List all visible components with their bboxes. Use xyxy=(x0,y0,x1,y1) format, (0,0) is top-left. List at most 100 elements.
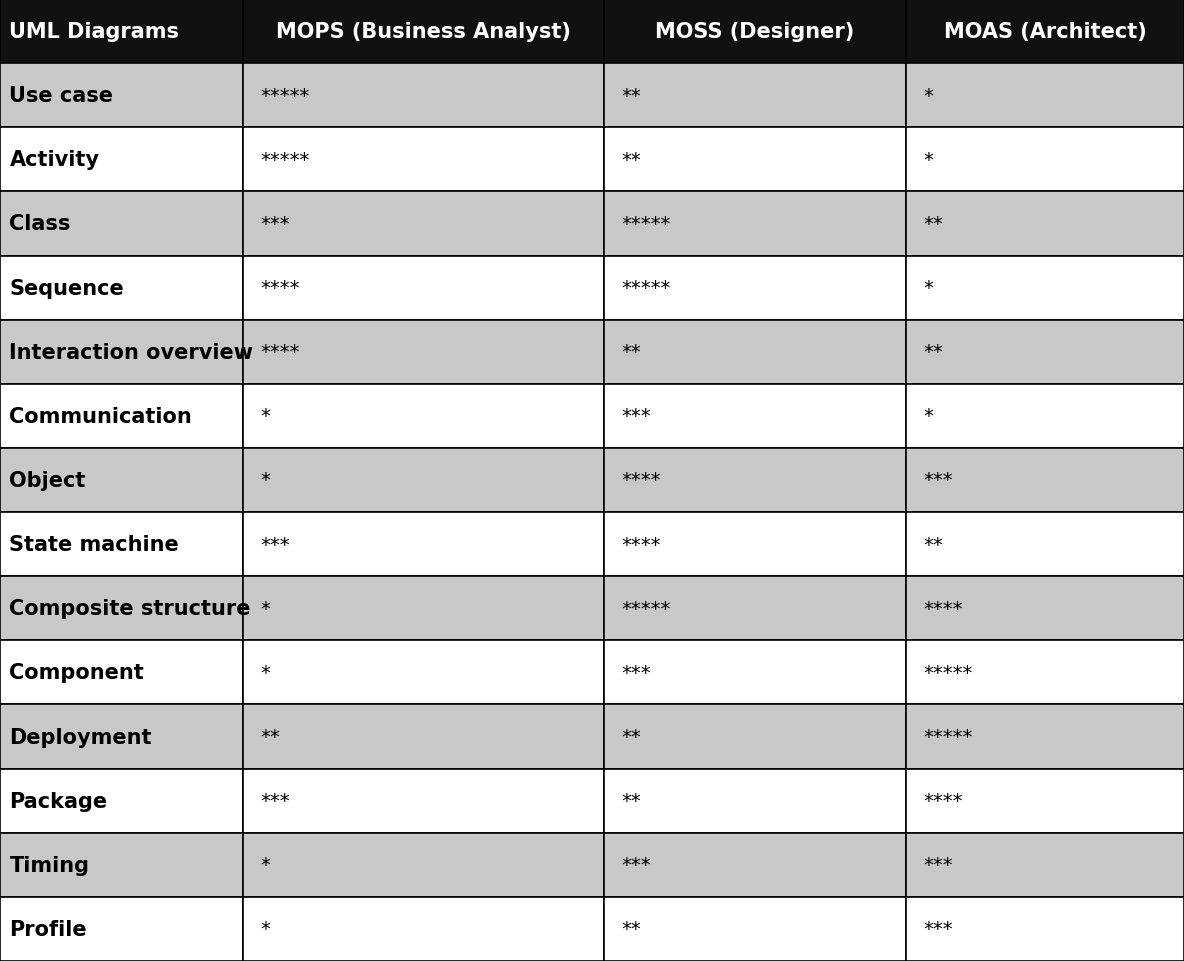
Text: *: * xyxy=(260,855,270,875)
Bar xyxy=(906,641,1184,704)
Bar xyxy=(243,0,604,64)
Text: *: * xyxy=(260,599,270,618)
Text: *****: ***** xyxy=(622,599,671,618)
Text: **: ** xyxy=(622,791,642,810)
Text: State machine: State machine xyxy=(9,534,179,554)
Text: ****: **** xyxy=(924,599,963,618)
Bar xyxy=(906,257,1184,320)
Bar xyxy=(906,0,1184,64)
Text: ****: **** xyxy=(622,535,661,554)
Bar xyxy=(243,320,604,384)
Bar xyxy=(243,128,604,192)
Text: ****: **** xyxy=(622,471,661,490)
Text: **: ** xyxy=(622,86,642,106)
Bar xyxy=(604,704,906,769)
Text: *: * xyxy=(924,86,933,106)
Bar xyxy=(604,577,906,641)
Text: *****: ***** xyxy=(622,279,671,298)
Text: Object: Object xyxy=(9,471,86,490)
Bar xyxy=(0,704,243,769)
Text: **: ** xyxy=(924,214,944,234)
Text: ***: *** xyxy=(260,791,290,810)
Text: *: * xyxy=(260,920,270,939)
Bar xyxy=(604,384,906,449)
Text: *: * xyxy=(924,151,933,170)
Bar xyxy=(906,704,1184,769)
Bar xyxy=(0,128,243,192)
Text: ****: **** xyxy=(260,279,300,298)
Text: *****: ***** xyxy=(924,727,973,747)
Text: ***: *** xyxy=(260,535,290,554)
Bar xyxy=(906,449,1184,512)
Text: Profile: Profile xyxy=(9,919,88,939)
Text: Class: Class xyxy=(9,214,71,234)
Bar xyxy=(604,769,906,833)
Bar xyxy=(604,897,906,961)
Text: ***: *** xyxy=(924,920,953,939)
Bar xyxy=(0,384,243,449)
Text: *****: ***** xyxy=(622,214,671,234)
Bar xyxy=(906,64,1184,128)
Bar xyxy=(906,128,1184,192)
Text: ***: *** xyxy=(622,855,651,875)
Text: Timing: Timing xyxy=(9,855,90,875)
Text: *****: ***** xyxy=(260,151,310,170)
Bar xyxy=(0,769,243,833)
Bar xyxy=(604,449,906,512)
Text: Sequence: Sequence xyxy=(9,279,124,298)
Bar xyxy=(906,577,1184,641)
Text: Package: Package xyxy=(9,791,108,811)
Bar xyxy=(0,192,243,257)
Bar xyxy=(604,128,906,192)
Bar xyxy=(0,577,243,641)
Bar xyxy=(604,320,906,384)
Bar xyxy=(906,897,1184,961)
Text: MOPS (Business Analyst): MOPS (Business Analyst) xyxy=(276,22,571,42)
Text: ***: *** xyxy=(260,214,290,234)
Bar xyxy=(604,833,906,897)
Bar xyxy=(906,512,1184,577)
Bar xyxy=(243,512,604,577)
Bar xyxy=(604,192,906,257)
Bar xyxy=(243,704,604,769)
Bar xyxy=(0,833,243,897)
Text: ***: *** xyxy=(924,471,953,490)
Bar xyxy=(0,320,243,384)
Bar xyxy=(243,769,604,833)
Bar xyxy=(243,577,604,641)
Bar xyxy=(0,897,243,961)
Bar xyxy=(243,192,604,257)
Bar xyxy=(0,0,243,64)
Text: Deployment: Deployment xyxy=(9,727,152,747)
Bar xyxy=(243,897,604,961)
Text: ***: *** xyxy=(622,407,651,426)
Bar xyxy=(604,0,906,64)
Bar xyxy=(906,769,1184,833)
Text: *: * xyxy=(924,407,933,426)
Text: *: * xyxy=(260,471,270,490)
Text: *: * xyxy=(260,407,270,426)
Text: ****: **** xyxy=(260,343,300,362)
Bar xyxy=(243,449,604,512)
Text: Composite structure: Composite structure xyxy=(9,599,251,619)
Text: **: ** xyxy=(260,727,281,747)
Text: **: ** xyxy=(924,343,944,362)
Text: Interaction overview: Interaction overview xyxy=(9,342,253,362)
Text: ***: *** xyxy=(924,855,953,875)
Text: **: ** xyxy=(622,920,642,939)
Text: Activity: Activity xyxy=(9,150,99,170)
Bar xyxy=(243,833,604,897)
Text: ***: *** xyxy=(622,663,651,682)
Text: ****: **** xyxy=(924,791,963,810)
Text: *: * xyxy=(260,663,270,682)
Bar xyxy=(604,64,906,128)
Text: *****: ***** xyxy=(924,663,973,682)
Bar xyxy=(243,257,604,320)
Bar xyxy=(906,833,1184,897)
Bar xyxy=(604,512,906,577)
Text: *: * xyxy=(924,279,933,298)
Bar xyxy=(906,192,1184,257)
Text: **: ** xyxy=(622,727,642,747)
Bar xyxy=(0,257,243,320)
Bar xyxy=(604,641,906,704)
